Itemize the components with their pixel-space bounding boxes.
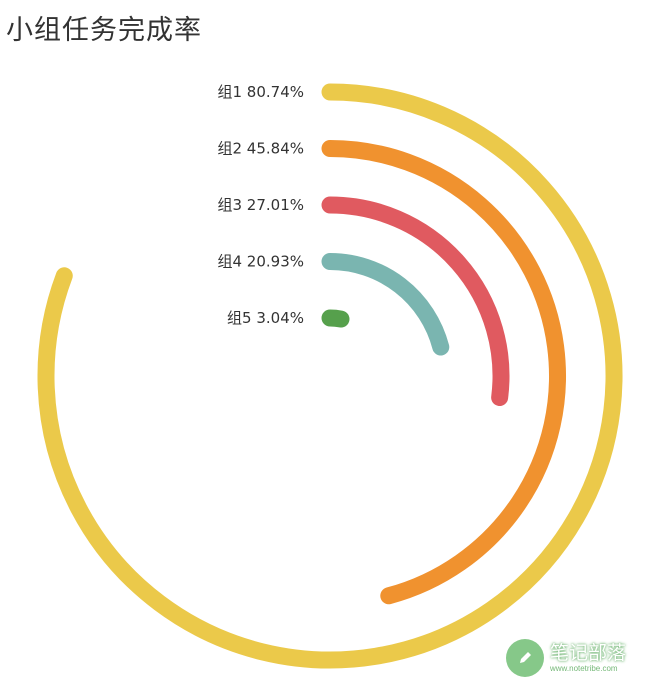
- rings-group: [37, 83, 623, 669]
- watermark-url: www.notetribe.com: [550, 664, 618, 673]
- ring-bar-5: [321, 309, 350, 328]
- ring-label-1: 组1 80.74%: [217, 83, 304, 101]
- ring-bar-2: [321, 140, 566, 605]
- ring-bar-1: [37, 83, 623, 669]
- pen-icon: [520, 652, 531, 663]
- ring-bar-3: [321, 196, 510, 407]
- ring-label-5: 组5 3.04%: [227, 309, 304, 327]
- watermark: 笔记部落 www.notetribe.com: [500, 635, 660, 681]
- watermark-logo-icon: [506, 639, 544, 677]
- ring-label-2: 组2 45.84%: [217, 140, 304, 158]
- ring-label-4: 组4 20.93%: [217, 253, 304, 271]
- labels-group: 组1 80.74% 组2 45.84% 组3 27.01% 组4 20.93% 组5 3…: [217, 83, 304, 327]
- ring-label-3: 组3 27.01%: [217, 196, 304, 214]
- ring-bar-4: [321, 253, 450, 356]
- watermark-name: 笔记部落: [550, 642, 627, 664]
- chart-title: 小组任务完成率: [6, 15, 202, 46]
